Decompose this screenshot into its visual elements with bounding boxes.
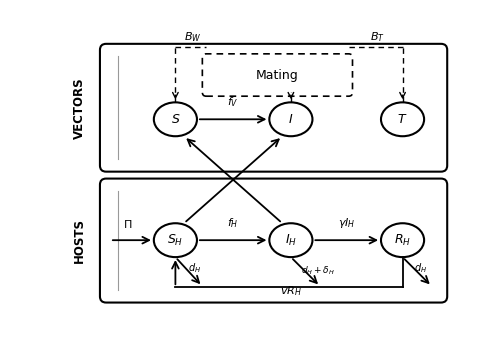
Text: $vR_H$: $vR_H$ [280,284,302,298]
Text: Mating: Mating [256,69,298,82]
FancyBboxPatch shape [100,179,447,302]
Text: HOSTS: HOSTS [72,218,86,263]
Text: $f_H$: $f_H$ [228,216,239,230]
Ellipse shape [381,223,424,257]
Text: $d_H$: $d_H$ [414,261,427,275]
Ellipse shape [154,223,197,257]
Text: $d_H+\delta_H$: $d_H+\delta_H$ [301,265,335,277]
Ellipse shape [270,223,312,257]
Ellipse shape [154,102,197,136]
Text: VECTORS: VECTORS [72,77,86,138]
Text: $T$: $T$ [398,113,408,126]
Text: $\Pi$: $\Pi$ [123,218,132,230]
Text: $f_V$: $f_V$ [228,95,239,109]
Text: $I$: $I$ [288,113,294,126]
Text: $B_T$: $B_T$ [370,30,386,44]
Text: $B_W$: $B_W$ [184,30,202,44]
Ellipse shape [381,102,424,136]
Text: $R_H$: $R_H$ [394,233,411,248]
Text: $d_H$: $d_H$ [188,261,202,275]
Text: $I_H$: $I_H$ [285,233,297,248]
FancyBboxPatch shape [100,44,447,172]
FancyBboxPatch shape [202,54,352,96]
Text: $S_H$: $S_H$ [168,233,184,248]
Text: $\gamma I_H$: $\gamma I_H$ [338,216,356,230]
Text: $S$: $S$ [170,113,180,126]
Ellipse shape [270,102,312,136]
